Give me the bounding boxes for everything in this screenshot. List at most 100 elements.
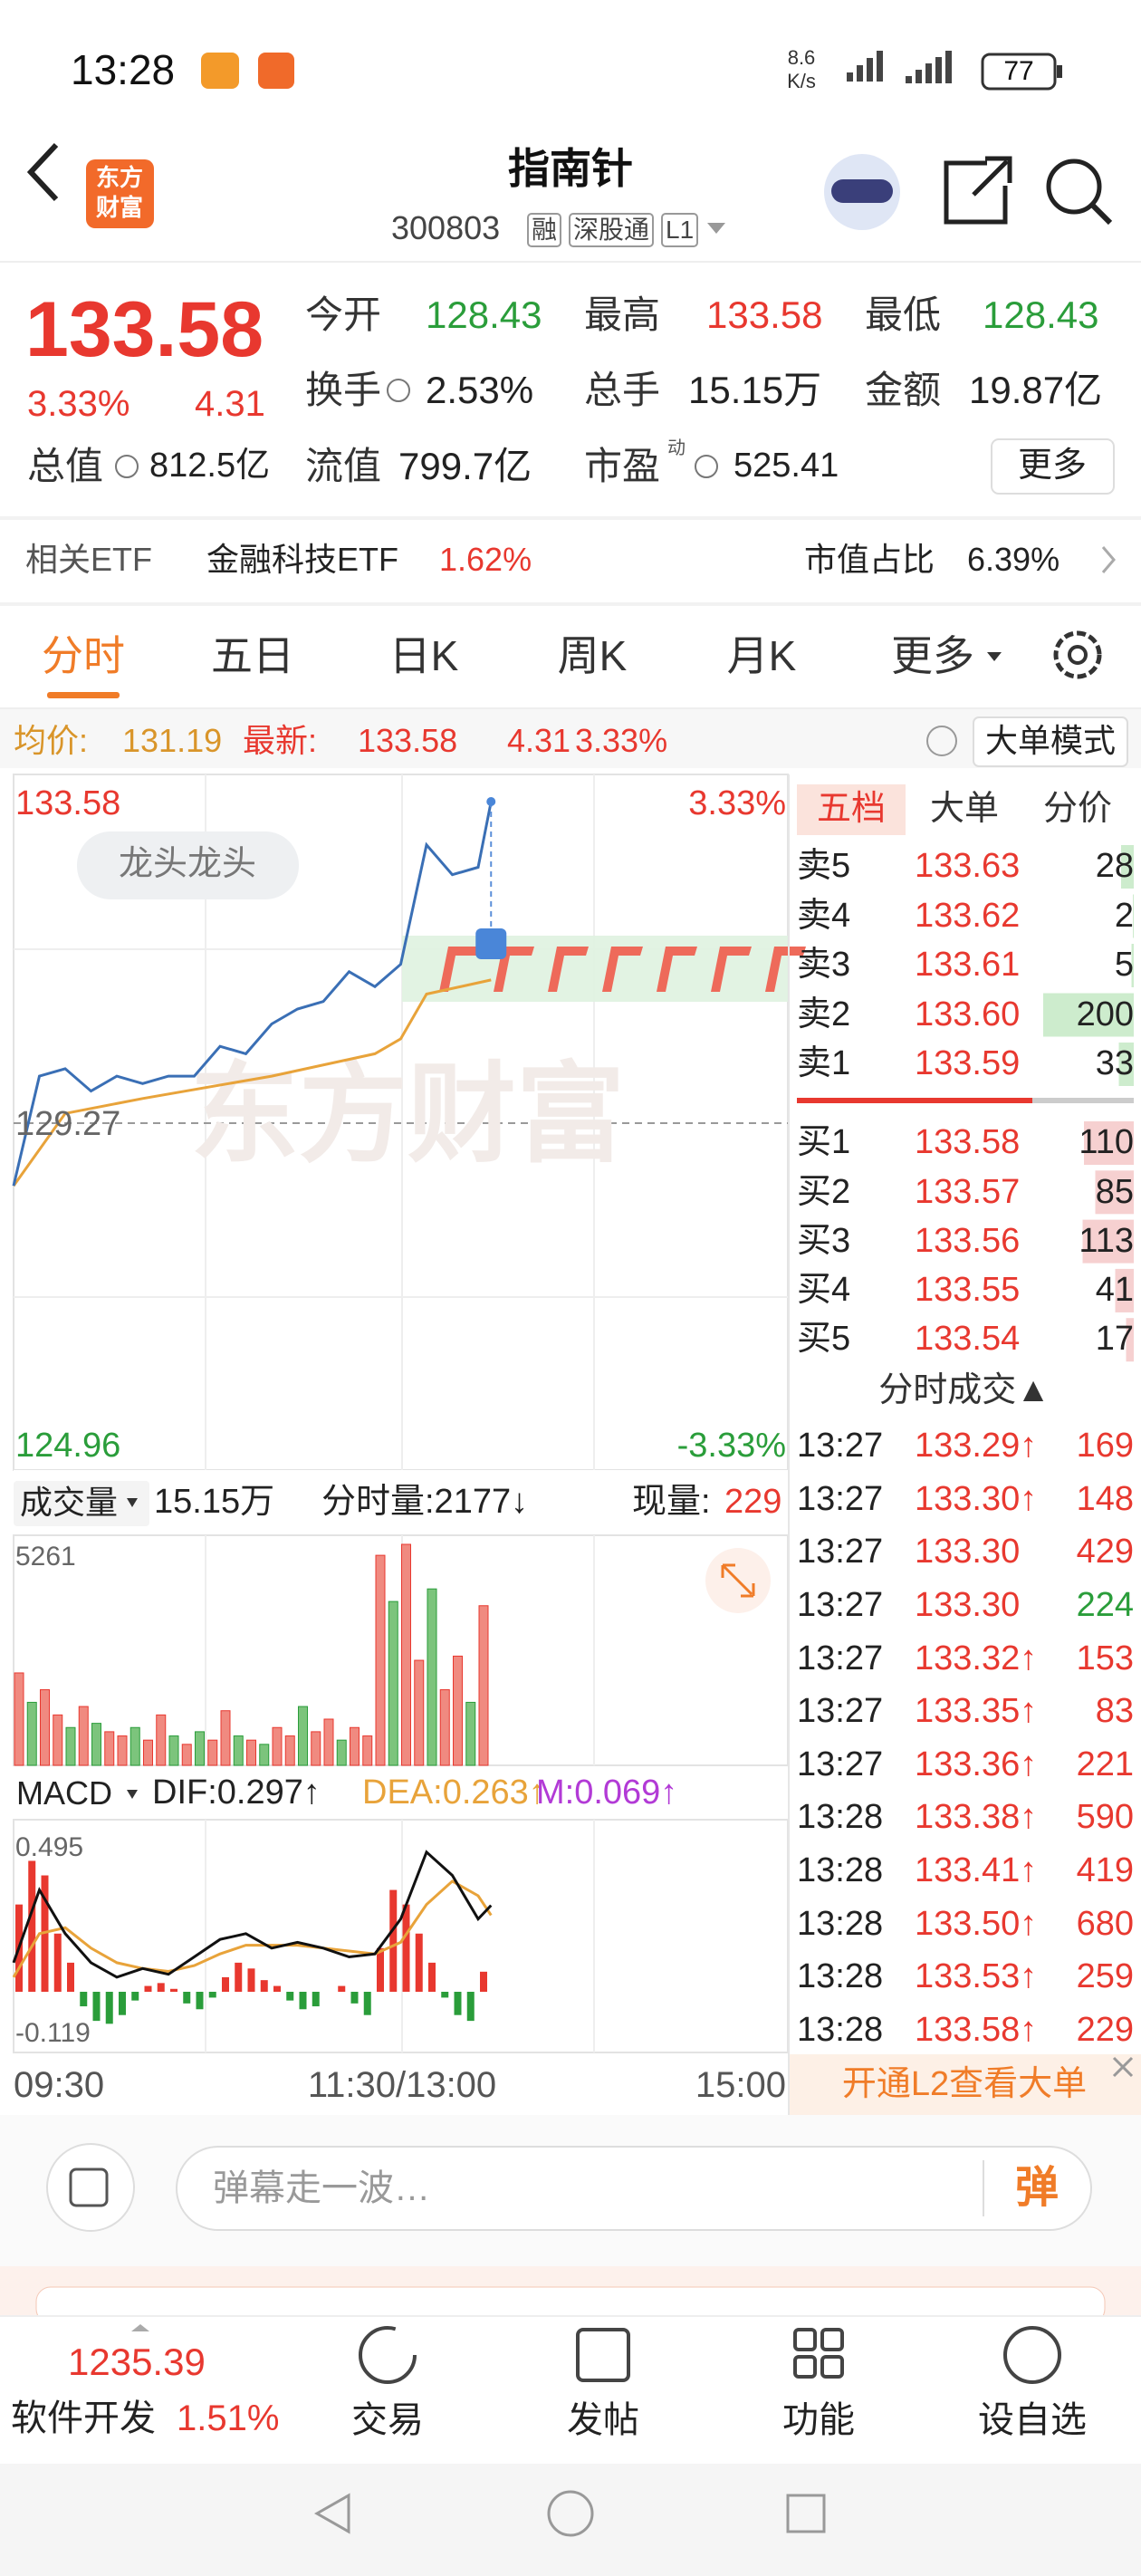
book-tab[interactable]: 五档 (816, 790, 887, 829)
nav-back[interactable] (313, 2493, 350, 2534)
volume-selector[interactable] (14, 1481, 149, 1526)
signal-bar (877, 51, 883, 82)
share-button[interactable] (944, 156, 1012, 225)
y-min-label: 124.96 (15, 1427, 121, 1466)
nav-home[interactable] (547, 2490, 594, 2537)
tab[interactable]: 分时 (42, 632, 125, 680)
current-volume-label: 现量: (632, 1483, 711, 1522)
change-pct: 3.33% (27, 384, 130, 424)
more-button-text[interactable]: 更多 (1017, 447, 1088, 485)
macd-bar (196, 1992, 204, 2010)
book-split (797, 1098, 1032, 1103)
volume-label[interactable]: 成交量 (20, 1484, 119, 1522)
tab-arrow (987, 652, 1002, 661)
nav-item[interactable]: 功能 (782, 2400, 855, 2440)
change: 4.31 (195, 384, 265, 424)
book-tab[interactable]: 分价 (1042, 790, 1113, 829)
trade-time: 13:27 (797, 1586, 884, 1624)
divider (0, 261, 1141, 263)
mode-button-text[interactable]: 大单模式 (984, 722, 1117, 760)
book-volume: 17 (1095, 1320, 1134, 1359)
book-price: 133.59 (915, 1044, 1021, 1083)
tab[interactable]: 五日 (211, 632, 294, 680)
field-value: 19.87亿 (969, 368, 1103, 411)
zone-marker (711, 947, 752, 992)
more-button[interactable] (991, 438, 1115, 495)
trade-price: 133.38↑ (915, 1798, 1038, 1837)
info-icon (387, 379, 410, 402)
divider (0, 707, 1141, 709)
book-level: 买2 (797, 1172, 851, 1211)
macd-bar (299, 1992, 307, 2010)
expand-icon (721, 1563, 755, 1598)
trade-volume: 224 (1076, 1586, 1134, 1624)
nav-item[interactable]: 发帖 (567, 2400, 639, 2440)
volume-bar (168, 1735, 179, 1766)
macd-bar (273, 1985, 281, 1992)
dea-line (12, 1879, 493, 1978)
trade-volume: 148 (1076, 1479, 1134, 1518)
assistant-eyes (831, 179, 893, 203)
back-button[interactable] (26, 142, 59, 202)
book-level: 卖3 (797, 946, 851, 985)
input-placeholder[interactable]: 弹幕走一波… (213, 2168, 430, 2208)
trade-volume: 153 (1076, 1639, 1134, 1677)
last-price: 133.58 (25, 286, 264, 374)
logo-text: 财富 (95, 194, 144, 222)
trade-volume: 590 (1076, 1798, 1134, 1837)
macd-bar (402, 1904, 410, 1992)
book-volume: 33 (1095, 1044, 1134, 1083)
macd-label[interactable]: MACD (16, 1774, 112, 1812)
nav-item[interactable]: 交易 (351, 2400, 424, 2440)
trade-volume: 429 (1076, 1533, 1134, 1572)
depth-bar (1084, 1121, 1134, 1165)
depth-bar (1115, 1268, 1134, 1312)
help-icon[interactable] (926, 726, 957, 756)
index-value[interactable]: 1235.39 (68, 2340, 206, 2383)
macd-bar (480, 1971, 487, 1992)
danmaku-input[interactable] (176, 2146, 1092, 2231)
battery-tip (1057, 65, 1062, 78)
trade-time: 13:27 (797, 1639, 884, 1677)
book-volume: 28 (1095, 847, 1134, 886)
etf-name[interactable]: 金融科技ETF (206, 541, 398, 579)
l2-promo[interactable]: 开通L2查看大单 (841, 2065, 1088, 2104)
signal-bar (925, 63, 932, 83)
macd-bar (131, 1992, 139, 2001)
trade-volume: 83 (1095, 1692, 1134, 1731)
tab[interactable]: 日K (388, 632, 459, 680)
volume-bar (26, 1701, 37, 1766)
nav-item[interactable]: 设自选 (978, 2400, 1087, 2440)
book-volume: 41 (1095, 1271, 1134, 1310)
latest-value: 133.58 (358, 722, 458, 760)
tab[interactable]: 月K (726, 632, 797, 680)
volume-bar (207, 1739, 218, 1766)
macd-bar (454, 1992, 462, 2015)
macd-bar (208, 1992, 216, 1998)
tab[interactable]: 更多 (891, 632, 974, 680)
search-button[interactable] (1046, 159, 1102, 215)
nav-recent[interactable] (786, 2494, 826, 2533)
book-volume: 2 (1114, 896, 1134, 935)
book-volume: 200 (1076, 995, 1134, 1033)
price-line (12, 801, 493, 1187)
index-arrow (131, 2324, 149, 2331)
mode-button[interactable] (973, 716, 1128, 767)
send-button[interactable]: 弹 (1014, 2164, 1060, 2213)
trades-title[interactable]: 分时成交▲ (878, 1371, 1050, 1410)
trade-volume: 259 (1076, 1957, 1134, 1996)
book-tab-active[interactable] (797, 784, 906, 835)
settings-button[interactable] (1053, 630, 1102, 679)
macd-bar (350, 1992, 359, 2004)
x-axis-label: 09:30 (14, 2065, 105, 2105)
book-tab[interactable]: 大单 (929, 790, 1000, 829)
macd-dif: DIF:0.297↑ (152, 1773, 321, 1812)
volume-bar (65, 1726, 76, 1766)
close-button[interactable] (1112, 2056, 1134, 2078)
trade-price: 133.35↑ (915, 1692, 1038, 1731)
danmaku-toggle[interactable] (46, 2143, 135, 2232)
book-level: 卖5 (797, 847, 851, 886)
tab[interactable]: 周K (557, 632, 628, 680)
divider (0, 516, 1141, 520)
trade-time: 13:27 (797, 1745, 884, 1783)
